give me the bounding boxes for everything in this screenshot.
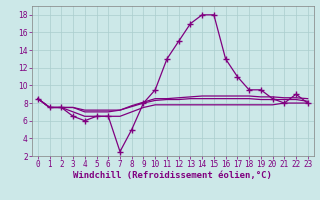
X-axis label: Windchill (Refroidissement éolien,°C): Windchill (Refroidissement éolien,°C) [73, 171, 272, 180]
